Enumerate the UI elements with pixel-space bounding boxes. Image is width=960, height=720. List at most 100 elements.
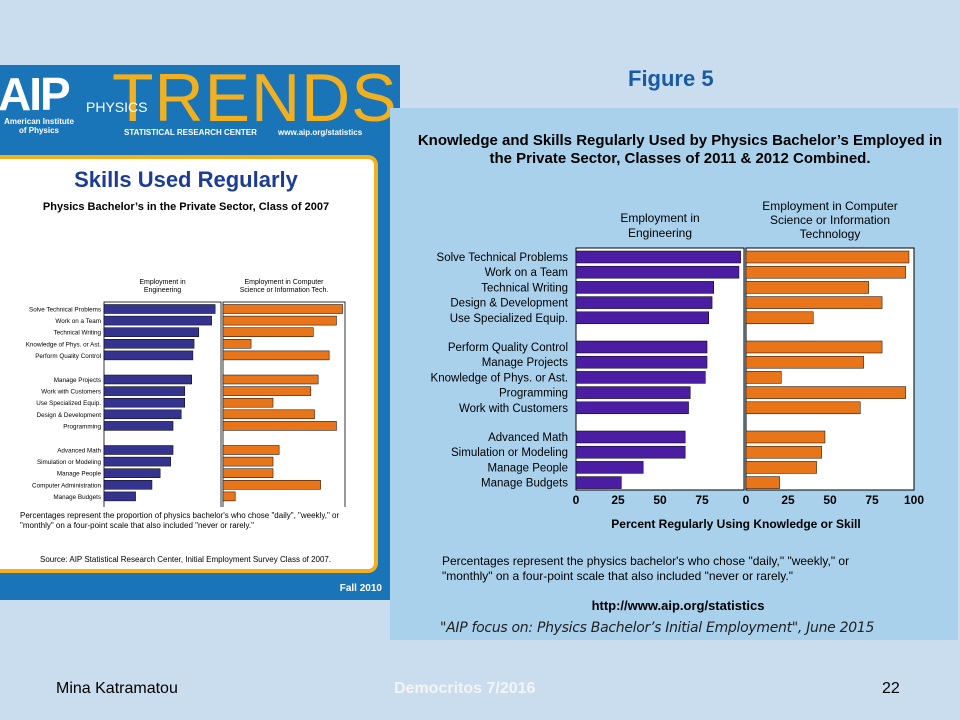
category-label: Advanced Math xyxy=(488,432,568,444)
trends-poster: AIP American Institute of Physics TRENDS… xyxy=(0,65,400,600)
cs-bar xyxy=(745,250,910,264)
trends-word: TRENDS xyxy=(112,65,398,136)
engineering-bar xyxy=(575,401,689,415)
engineering-bar xyxy=(575,386,691,399)
x-tick-label: 100 xyxy=(904,493,924,507)
main-footnote: Percentages represent the physics bachel… xyxy=(442,554,850,583)
engineering-header-line: Employment in xyxy=(620,211,699,225)
cs-header-line: Science or Information xyxy=(770,213,890,227)
poster-footnote: Percentages represent the proportion of … xyxy=(20,511,340,530)
cs-bar xyxy=(222,480,321,490)
cs-bar xyxy=(745,355,864,369)
cs-bar xyxy=(222,445,280,455)
category-label: Design & Development xyxy=(37,412,102,419)
aip-logo: AIP xyxy=(0,68,71,120)
engineering-bar xyxy=(103,409,182,420)
cs-bar xyxy=(222,386,312,396)
poster-url: www.aip.org/statistics xyxy=(278,128,363,137)
engineering-bar xyxy=(575,430,686,444)
engineering-header-line: Engineering xyxy=(628,226,692,240)
cs-bar xyxy=(222,304,343,314)
poster-source: Source: AIP Statistical Research Center,… xyxy=(40,555,332,564)
engineering-bar xyxy=(575,445,686,459)
engineering-bar xyxy=(575,311,709,325)
category-label: Advanced Math xyxy=(57,448,101,455)
top-band xyxy=(0,0,960,62)
poster-date: Fall 2010 xyxy=(339,583,382,594)
x-tick-label: 0 xyxy=(573,493,580,507)
cs-header-line: Science or Information Tech. xyxy=(240,287,329,294)
physics-word: PHYSICS xyxy=(86,99,148,115)
category-label: Manage People xyxy=(57,471,102,478)
category-label: Simulation or Modeling xyxy=(451,447,568,459)
main-chart-title: Knowledge and Skills Regularly Used by P… xyxy=(417,132,943,167)
cs-bar xyxy=(745,386,906,399)
engineering-bar xyxy=(103,350,194,361)
category-label: Manage Projects xyxy=(482,357,569,369)
x-tick-label: 75 xyxy=(695,493,709,507)
category-label: Solve Technical Problems xyxy=(29,307,101,314)
category-label: Manage Budgets xyxy=(53,494,101,501)
cs-bar xyxy=(745,476,780,489)
x-tick-label: 50 xyxy=(653,493,667,507)
poster-subtitle: Physics Bachelor’s in the Private Sector… xyxy=(42,201,330,213)
x-tick-label: 25 xyxy=(611,493,625,507)
x-axis-label: Percent Regularly Using Knowledge or Ski… xyxy=(611,517,860,531)
category-label: Manage People xyxy=(487,462,568,474)
main-citation: "AIP focus on: Physics Bachelor’s Initia… xyxy=(440,620,875,636)
category-label: Programming xyxy=(499,388,568,400)
engineering-bar xyxy=(575,281,715,294)
x-tick-label: 25 xyxy=(781,493,795,507)
cs-bar xyxy=(745,311,814,325)
cs-bar xyxy=(222,409,315,420)
poster-banner xyxy=(0,65,400,153)
category-label: Design & Development xyxy=(450,298,568,310)
engineering-bar xyxy=(103,468,161,478)
engineering-bar xyxy=(103,491,136,502)
engineering-bar xyxy=(103,304,216,314)
cs-bar xyxy=(222,468,274,478)
category-label: Work with Customers xyxy=(41,389,101,396)
poster-card: Skills Used Regularly Physics Bachelor’s… xyxy=(0,155,378,573)
cs-header-line: Employment in Computer xyxy=(762,199,897,213)
cs-bar xyxy=(745,296,883,309)
category-label: Work on a Team xyxy=(55,318,101,325)
engineering-bar xyxy=(103,421,174,431)
engineering-bar xyxy=(103,397,185,408)
cs-bar xyxy=(222,397,274,408)
engineering-bar xyxy=(103,445,174,455)
category-label: Programming xyxy=(63,423,101,430)
aip-logo-box: AIP American Institute of Physics xyxy=(0,68,76,137)
slide-number: 22 xyxy=(882,680,900,697)
category-label: Technical Writing xyxy=(54,330,102,337)
cs-bar xyxy=(222,327,314,337)
category-label: Use Specialized Equip. xyxy=(450,313,568,325)
engineering-bar xyxy=(103,480,153,490)
cs-bar xyxy=(745,265,906,279)
figure-label: Figure 5 xyxy=(628,66,714,91)
cs-bar xyxy=(745,340,883,354)
cs-bar xyxy=(745,281,869,294)
category-label: Computer Administration xyxy=(32,482,101,489)
aip-logo-subtext: American Institute of Physics xyxy=(4,117,74,135)
engineering-bar xyxy=(103,339,195,349)
engineering-bar xyxy=(575,476,622,489)
cs-bar xyxy=(222,350,330,361)
cs-bar xyxy=(222,339,252,349)
cs-header-line: Employment in Computer xyxy=(245,279,325,286)
engineering-bar xyxy=(103,374,192,385)
category-label: Work on a Team xyxy=(485,267,568,279)
category-label: Simulation or Modeling xyxy=(37,459,102,466)
category-label: Knowledge of Phys. or Ast. xyxy=(431,372,568,384)
category-label: Technical Writing xyxy=(481,282,568,294)
category-label: Perform Quality Control xyxy=(35,353,101,360)
engineering-bar xyxy=(575,461,644,474)
engineering-bar xyxy=(575,371,706,384)
x-tick-label: 0 xyxy=(743,493,750,507)
x-tick-label: 50 xyxy=(823,493,837,507)
engineering-bar xyxy=(575,265,740,279)
category-label: Work with Customers xyxy=(459,403,568,415)
cs-bar xyxy=(745,445,822,459)
cs-bar xyxy=(745,461,817,474)
